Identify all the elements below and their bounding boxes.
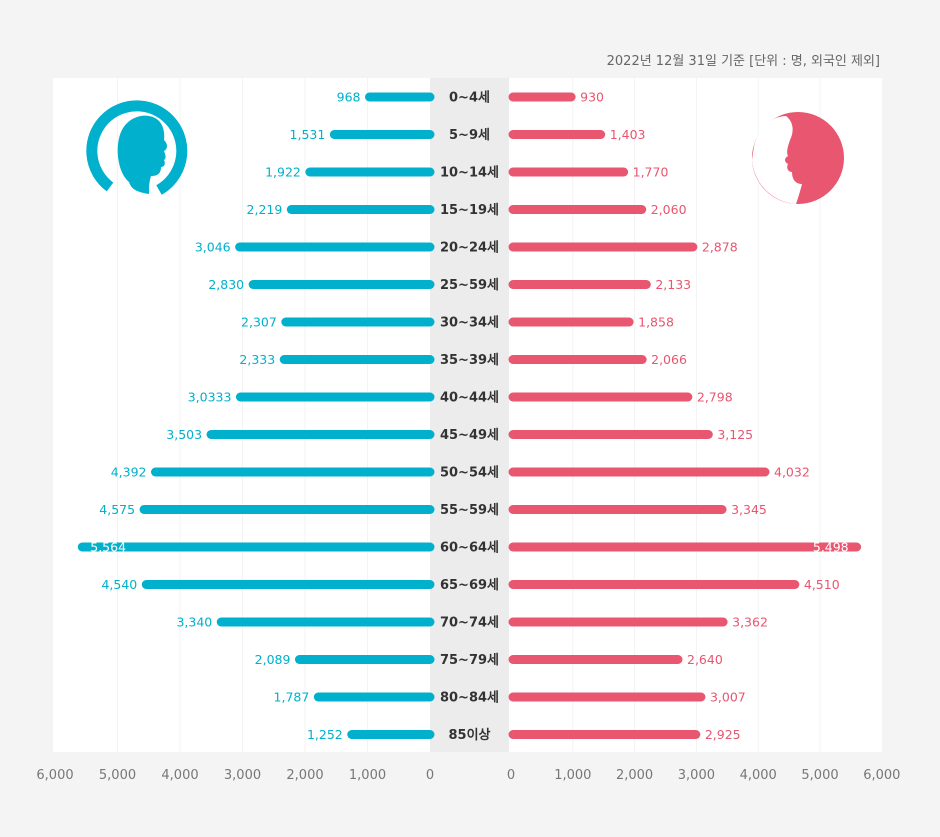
female-value-label: 5,498 (813, 540, 849, 555)
male-value-label: 3,503 (166, 427, 202, 442)
female-value-label: 3,125 (717, 427, 753, 442)
x-tick-label-left: 5,000 (99, 768, 136, 783)
male-value-label: 3,0333 (188, 390, 232, 405)
age-group-label: 85이상 (448, 727, 490, 743)
chart-note: 2022년 12월 31일 기준 [단위 : 명, 외국인 제외] (607, 54, 880, 69)
grid-lines (117, 78, 821, 752)
x-tick-label-right: 2,000 (616, 768, 653, 783)
male-head-silhouette-icon (86, 100, 188, 195)
x-tick-label-right: 0 (507, 768, 515, 783)
male-value-label: 1,531 (290, 127, 326, 142)
age-group-label: 15~19세 (440, 203, 499, 218)
age-group-label: 25~59세 (440, 278, 499, 293)
male-value-label: 1,922 (265, 165, 301, 180)
male-value-label: 4,575 (99, 502, 135, 517)
age-group-label: 60~64세 (440, 541, 499, 556)
female-value-label: 1,858 (638, 315, 674, 330)
age-group-label: 55~59세 (440, 503, 499, 518)
age-group-label: 5~9세 (449, 128, 490, 143)
female-value-label: 2,798 (697, 390, 733, 405)
female-value-label: 3,362 (732, 615, 768, 630)
female-value-label: 930 (580, 90, 604, 105)
male-value-label: 4,540 (101, 577, 137, 592)
female-value-label: 2,066 (651, 352, 687, 367)
female-value-label: 2,640 (687, 652, 723, 667)
x-tick-label-left: 3,000 (224, 768, 261, 783)
age-group-label: 65~69세 (440, 578, 499, 593)
age-group-label: 50~54세 (440, 466, 499, 481)
male-value-label: 3,046 (195, 240, 231, 255)
female-value-label: 2,060 (651, 202, 687, 217)
x-tick-label-left: 6,000 (36, 768, 73, 783)
x-tick-label-right: 3,000 (678, 768, 715, 783)
age-group-label: 40~44세 (440, 391, 499, 406)
x-tick-label-left: 4,000 (161, 768, 198, 783)
male-value-label: 1,787 (274, 690, 310, 705)
female-value-label: 2,878 (702, 240, 738, 255)
age-group-label: 0~4세 (449, 91, 490, 106)
female-value-label: 1,403 (610, 127, 646, 142)
female-value-label: 2,133 (655, 277, 691, 292)
male-value-label: 2,219 (247, 202, 283, 217)
x-tick-label-right: 4,000 (740, 768, 777, 783)
female-value-label: 4,032 (774, 465, 810, 480)
age-group-label: 20~24세 (440, 241, 499, 256)
male-value-label: 968 (337, 90, 361, 105)
age-group-label: 75~79세 (440, 653, 499, 668)
age-group-label: 70~74세 (440, 616, 499, 631)
age-group-label: 30~34세 (440, 316, 499, 331)
female-value-label: 4,510 (804, 577, 840, 592)
female-value-label: 2,925 (705, 727, 741, 742)
x-tick-label-right: 5,000 (801, 768, 838, 783)
male-value-label: 3,340 (176, 615, 212, 630)
x-tick-label-right: 1,000 (554, 768, 591, 783)
bars-layer: 0~4세 968 930 5~9세 1,531 1,403 10~14세 1,922 1,770… (77, 90, 862, 743)
male-value-label: 2,830 (208, 277, 244, 292)
age-group-label: 45~49세 (440, 428, 499, 443)
age-group-label: 10~14세 (440, 166, 499, 181)
x-tick-label-left: 2,000 (286, 768, 323, 783)
age-band (430, 78, 509, 752)
male-value-label: 1,252 (307, 727, 343, 742)
x-tick-label-right: 6,000 (863, 768, 900, 783)
male-value-label: 2,333 (239, 352, 275, 367)
x-axis-ticks: 6,000 5,000 4,000 3,000 2,000 1,000 0 0 1,000 2,0… (36, 768, 900, 783)
male-value-label: 5,564 (90, 540, 126, 555)
age-group-label: 80~84세 (440, 691, 499, 706)
male-value-label: 2,307 (241, 315, 277, 330)
male-value-label: 2,089 (255, 652, 291, 667)
x-tick-label-left: 0 (426, 768, 434, 783)
age-group-label: 35~39세 (440, 353, 499, 368)
female-head-silhouette-icon (752, 112, 844, 204)
female-value-label: 3,345 (731, 502, 767, 517)
x-tick-label-left: 1,000 (349, 768, 386, 783)
female-value-label: 1,770 (633, 165, 669, 180)
male-value-label: 4,392 (111, 465, 147, 480)
female-value-label: 3,007 (710, 690, 746, 705)
